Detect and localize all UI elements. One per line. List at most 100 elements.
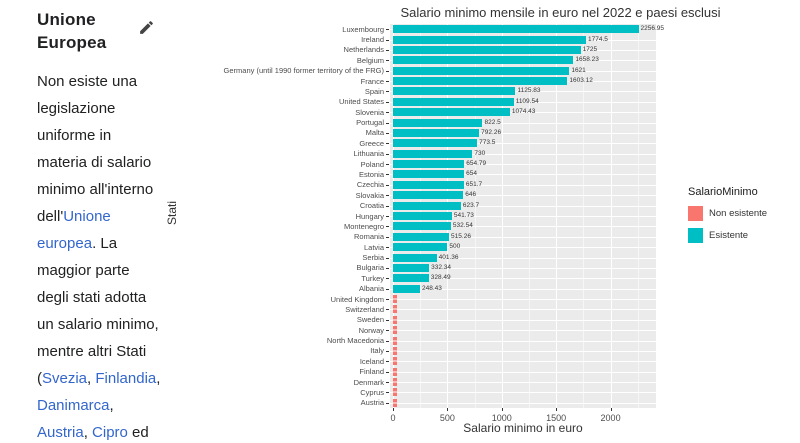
wiki-link[interactable]: Finlandia	[95, 370, 157, 387]
wiki-link[interactable]: Cipro	[92, 424, 128, 441]
bar-excluded	[393, 388, 397, 397]
bar-value-label: 541.73	[453, 212, 474, 219]
y-axis-label: Sweden	[356, 315, 384, 325]
paragraph-text: Non esiste una legislazione uniforme in …	[37, 73, 154, 225]
bar-value-label: 646	[465, 191, 477, 199]
y-tick-mark	[386, 101, 389, 103]
y-axis-label: Finland	[359, 367, 384, 377]
y-tick-mark	[386, 392, 389, 394]
y-axis-label: Slovenia	[355, 107, 384, 117]
bar-excluded	[393, 336, 397, 345]
y-axis-label: Portugal	[356, 118, 384, 128]
bar	[393, 180, 464, 189]
bar-value-label: 822.5	[484, 118, 501, 126]
y-axis-label: Malta	[365, 128, 384, 138]
gridline-row	[390, 122, 656, 124]
y-tick-mark	[386, 132, 389, 134]
y-tick-mark	[386, 60, 389, 62]
bar-value-label: 515.26	[451, 232, 471, 240]
bar-excluded	[393, 315, 397, 324]
bar	[393, 35, 587, 44]
page-title: Unione Europea	[37, 10, 107, 52]
bar	[393, 191, 464, 200]
x-tick-mark	[447, 408, 449, 411]
y-tick-mark	[386, 361, 389, 363]
y-axis-label: Bulgaria	[356, 263, 384, 273]
bar	[393, 263, 430, 272]
gridline-row	[390, 299, 656, 301]
paragraph-text: ,	[156, 370, 161, 387]
bar	[393, 56, 574, 65]
y-axis-label: Turkey	[361, 273, 384, 283]
y-tick-mark	[386, 267, 389, 269]
y-axis-label: North Macedonia	[326, 336, 384, 346]
bar	[393, 66, 570, 75]
bar-value-label: 730	[474, 149, 486, 157]
bar	[393, 97, 514, 106]
y-axis-label: Serbia	[362, 253, 384, 262]
y-axis-label: Austria	[360, 398, 384, 408]
bar-excluded	[393, 378, 397, 387]
legend-label: Esistente	[709, 230, 749, 241]
gridline-row	[390, 330, 656, 332]
y-axis-label: Greece	[359, 138, 384, 148]
legend: SalarioMinimo Non esistente Esistente	[688, 186, 767, 250]
gridline-row	[390, 402, 656, 404]
bar	[393, 118, 483, 127]
wiki-link[interactable]: Unione europea	[37, 208, 111, 252]
y-axis-label: Norway	[358, 325, 384, 335]
y-tick-mark	[386, 299, 389, 301]
y-tick-mark	[386, 164, 389, 166]
bar-value-label: 1725	[582, 45, 598, 53]
gridline-row	[390, 371, 656, 373]
plot-panel: 2256.95 1774.5 1725 1658.23 1621 1603.12 1125.…	[390, 24, 664, 408]
y-tick-mark	[386, 340, 389, 342]
bar-value-label: 792.26	[481, 128, 502, 136]
wiki-link[interactable]: Austria	[37, 424, 84, 441]
y-axis-label: France	[360, 76, 384, 86]
bar-value-label: 1125.83	[517, 87, 541, 95]
wiki-link[interactable]: Svezia	[42, 370, 88, 387]
gridline-row	[390, 361, 656, 363]
pencil-icon[interactable]	[138, 19, 155, 36]
y-axis-label: Ireland	[361, 35, 384, 45]
y-tick-mark	[386, 122, 389, 124]
y-axis-label: Hungary	[355, 211, 384, 221]
gridline-row	[390, 153, 656, 155]
bar	[393, 77, 568, 86]
legend-title: SalarioMinimo	[688, 186, 758, 198]
y-axis-label: Latvia	[363, 242, 384, 252]
y-tick-mark	[386, 39, 389, 41]
y-tick-mark	[386, 49, 389, 51]
x-tick-label: 500	[439, 413, 455, 423]
bar	[393, 212, 452, 220]
y-axis-label: Netherlands	[343, 45, 384, 55]
y-axis-label: Romania	[353, 232, 384, 242]
bar-value-label: 623.7	[462, 201, 480, 209]
y-tick-mark	[386, 70, 389, 72]
y-tick-mark	[386, 319, 389, 321]
bar-value-label: 401.36	[438, 253, 459, 261]
x-tick-mark	[610, 408, 612, 411]
bar-excluded	[393, 357, 397, 366]
x-tick-label: 1000	[491, 413, 512, 423]
gridline-row	[390, 257, 656, 259]
bar-value-label: 654.79	[466, 160, 487, 168]
bar-value-label: 500	[449, 243, 461, 251]
chart-title: Salario minimo mensile in euro nel 2022 …	[400, 5, 721, 20]
y-tick-mark	[386, 371, 389, 373]
gridline-row	[390, 247, 656, 249]
gridline-row	[390, 340, 656, 342]
bar-excluded	[393, 367, 397, 376]
gridline-row	[390, 319, 656, 321]
y-axis-label: Belgium	[356, 55, 384, 65]
wiki-link[interactable]: Danimarca	[37, 397, 110, 414]
bar	[393, 139, 478, 148]
x-tick-mark	[556, 408, 558, 411]
gridline-row	[390, 112, 656, 114]
x-axis-title: Salario minimo in euro	[463, 421, 583, 435]
bar	[393, 25, 639, 34]
y-axis-label: Montenegro	[343, 221, 384, 231]
bar-excluded	[393, 346, 397, 355]
